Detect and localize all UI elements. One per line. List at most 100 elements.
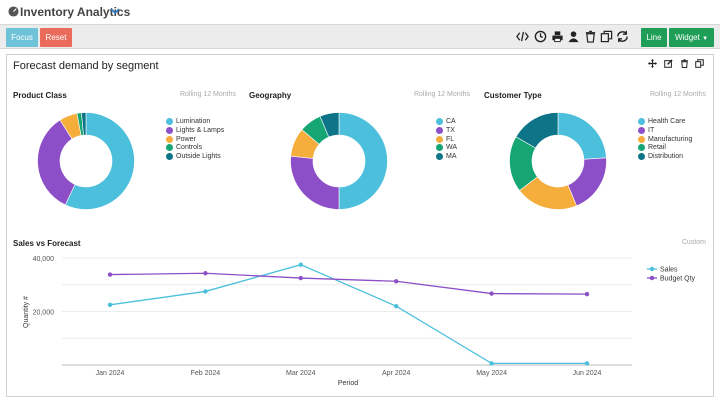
customer-type-donut <box>509 112 607 210</box>
focus-button[interactable]: Focus <box>6 28 38 47</box>
legend-label: TX <box>446 126 455 134</box>
legend-swatch <box>166 135 173 143</box>
edit-icon[interactable] <box>664 59 673 68</box>
data-point[interactable] <box>394 303 399 309</box>
legend-item[interactable]: Power <box>166 135 196 144</box>
delete-widget-icon[interactable] <box>680 59 689 68</box>
geography-period: Rolling 12 Months <box>413 91 470 98</box>
legend-label[interactable]: Budget Qty <box>660 276 696 283</box>
x-axis-label: Period <box>338 380 358 387</box>
legend-item[interactable]: Health Care <box>638 117 685 126</box>
legend-label: Controls <box>176 144 203 152</box>
legend-label: FL <box>446 135 455 143</box>
legend-marker <box>649 266 655 272</box>
data-point[interactable] <box>489 361 494 366</box>
legend-label: Lights & Lamps <box>176 126 225 134</box>
legend-item[interactable]: Distribution <box>638 152 683 161</box>
donut-slice-outside-lights[interactable] <box>81 112 87 136</box>
data-point[interactable] <box>298 275 303 281</box>
data-point[interactable] <box>107 302 113 308</box>
legend-label: Retail <box>648 144 666 152</box>
trash-icon[interactable] <box>584 30 597 43</box>
series-line-budget-qty <box>109 272 588 295</box>
product-class-period: Rolling 12 Months <box>179 91 236 98</box>
y-tick-label: 20,000 <box>33 310 55 317</box>
legend-swatch <box>638 126 645 134</box>
chevron-down-icon[interactable] <box>110 7 120 15</box>
x-tick-label: Feb 2024 <box>191 370 221 377</box>
legend-item[interactable]: Manufacturing <box>638 135 692 144</box>
donut-slice-distribution[interactable] <box>515 112 559 149</box>
donut-slice-health-care[interactable] <box>557 112 607 160</box>
x-tick-label: Apr 2024 <box>382 370 411 377</box>
y-axis-label: Quantity # <box>23 296 30 328</box>
clock-icon[interactable] <box>534 30 547 43</box>
product-class-title: Product Class <box>13 91 67 100</box>
code-icon[interactable] <box>516 30 529 43</box>
legend-swatch <box>436 144 443 152</box>
geography-donut <box>290 112 388 210</box>
data-point[interactable] <box>584 361 590 366</box>
legend-swatch <box>166 126 173 134</box>
line-button[interactable]: Line <box>641 28 667 47</box>
widget-button-label: Widget <box>674 33 700 42</box>
legend-label: Lumination <box>176 118 211 125</box>
data-point[interactable] <box>584 291 590 297</box>
data-point[interactable] <box>394 279 399 284</box>
data-point[interactable] <box>489 291 494 296</box>
x-tick-label: Jan 2024 <box>96 370 125 377</box>
toolbar: Focus Reset Line Widget ▼ <box>0 24 720 49</box>
customer-type-title: Customer Type <box>484 91 542 100</box>
print-icon[interactable] <box>551 30 564 43</box>
legend-item[interactable]: FL <box>436 135 454 144</box>
sales-forecast-range: Custom <box>681 239 706 246</box>
user-share-icon[interactable] <box>567 30 580 43</box>
legend-item[interactable]: IT <box>638 126 654 135</box>
widget-dropdown-button[interactable]: Widget ▼ <box>669 28 714 47</box>
data-point[interactable] <box>107 272 113 277</box>
legend-swatch <box>436 118 443 125</box>
copy-icon[interactable] <box>600 30 613 43</box>
product-class-donut <box>37 112 135 210</box>
duplicate-icon[interactable] <box>695 59 704 68</box>
refresh-icon[interactable] <box>616 30 629 43</box>
donut-slice-ca[interactable] <box>338 112 388 210</box>
panel-title: Forecast demand by segment <box>13 60 159 72</box>
legend-label: IT <box>648 126 655 134</box>
legend-item[interactable]: Outside Lights <box>166 152 221 161</box>
legend-item[interactable]: TX <box>436 126 455 135</box>
app-title: Inventory Analytics <box>20 5 131 19</box>
legend-swatch <box>638 135 645 143</box>
legend-swatch <box>638 153 645 161</box>
legend-label: Power <box>176 135 196 143</box>
legend-label: WA <box>446 144 458 152</box>
legend-item[interactable]: Retail <box>638 143 666 152</box>
move-icon[interactable] <box>648 59 657 68</box>
legend-marker <box>649 275 655 281</box>
x-tick-label: Mar 2024 <box>286 370 316 377</box>
legend-swatch <box>436 153 443 161</box>
caret-down-icon: ▼ <box>702 36 709 42</box>
data-point[interactable] <box>203 271 208 276</box>
donut-slice-ma[interactable] <box>319 112 340 138</box>
legend-label: Health Care <box>648 118 686 125</box>
legend-item[interactable]: WA <box>436 143 457 152</box>
legend-swatch <box>638 144 645 152</box>
series-line-sales <box>109 263 587 365</box>
legend-label: Outside Lights <box>176 153 221 161</box>
legend-item[interactable]: Lights & Lamps <box>166 126 224 135</box>
donut-slice-tx[interactable] <box>290 155 340 210</box>
legend-swatch <box>166 118 173 125</box>
legend-item[interactable]: Lumination <box>166 117 210 126</box>
data-point[interactable] <box>203 289 208 294</box>
donut-slice-lumination[interactable] <box>64 112 135 210</box>
reset-button[interactable]: Reset <box>40 28 72 47</box>
legend-item[interactable]: CA <box>436 117 456 126</box>
legend-item[interactable]: Controls <box>166 143 202 152</box>
legend-item[interactable]: MA <box>436 152 457 161</box>
sales-forecast-title: Sales vs Forecast <box>13 239 81 248</box>
legend-swatch <box>436 135 443 143</box>
legend-label[interactable]: Sales <box>660 267 678 274</box>
y-tick-label: 40,000 <box>33 256 55 263</box>
data-point[interactable] <box>298 262 303 267</box>
